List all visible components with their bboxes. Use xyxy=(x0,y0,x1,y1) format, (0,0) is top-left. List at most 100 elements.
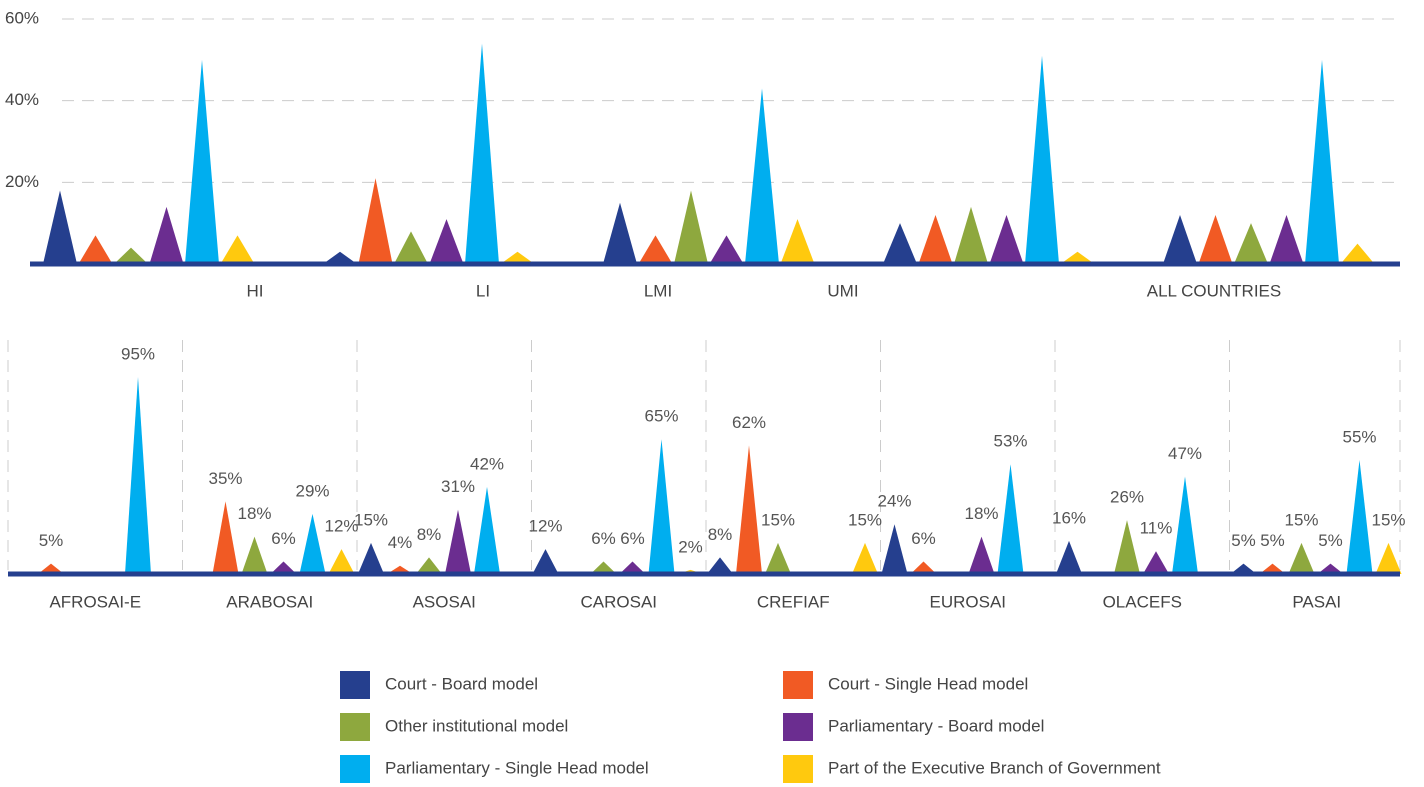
y-tick-label: 20% xyxy=(5,172,39,191)
triangle xyxy=(590,561,617,574)
y-tick-label: 60% xyxy=(5,8,39,27)
triangle xyxy=(429,219,464,264)
data-label: 26% xyxy=(1110,488,1144,507)
triangle xyxy=(1163,215,1197,264)
triangle xyxy=(38,563,64,574)
triangle xyxy=(1230,563,1257,574)
triangle xyxy=(299,513,326,574)
legend-swatch xyxy=(340,671,370,699)
triangle xyxy=(1259,563,1286,574)
triangle xyxy=(1143,551,1169,574)
data-label: 55% xyxy=(1342,427,1376,446)
triangle xyxy=(1346,459,1373,574)
triangle xyxy=(910,561,937,574)
data-label: 16% xyxy=(1052,508,1086,527)
legend-swatch xyxy=(783,755,813,783)
triangle xyxy=(1317,563,1344,574)
triangle xyxy=(1060,251,1095,264)
triangle xyxy=(358,542,384,574)
triangle xyxy=(883,223,917,264)
data-label: 35% xyxy=(208,469,242,488)
legend-label: Parliamentary - Single Head model xyxy=(385,758,649,777)
x-tick-label: CAROSAI xyxy=(580,592,657,611)
x-tick-label: OLACEFS xyxy=(1103,592,1182,611)
data-label: 65% xyxy=(644,407,678,426)
triangle xyxy=(780,219,815,264)
triangle xyxy=(745,88,779,265)
legend-swatch xyxy=(783,671,813,699)
x-tick-label: LI xyxy=(476,281,490,300)
triangle xyxy=(736,445,762,574)
triangle xyxy=(709,235,744,264)
triangle xyxy=(707,557,733,574)
triangle xyxy=(185,59,219,265)
data-label: 2% xyxy=(678,537,703,556)
triangle xyxy=(358,178,393,264)
triangle xyxy=(954,206,988,264)
triangle xyxy=(474,486,500,574)
triangle xyxy=(1288,542,1315,574)
x-tick-label: ARABOSAI xyxy=(226,592,313,611)
triangle xyxy=(241,536,268,574)
data-label: 53% xyxy=(993,432,1027,451)
triangle xyxy=(638,235,673,264)
x-tick-label: CREFIAF xyxy=(757,592,830,611)
data-label: 47% xyxy=(1168,444,1202,463)
x-tick-label: LMI xyxy=(644,281,672,300)
triangle xyxy=(500,251,535,264)
data-label: 8% xyxy=(417,525,442,544)
triangle xyxy=(270,561,297,574)
data-label: 4% xyxy=(388,533,413,552)
data-label: 29% xyxy=(295,481,329,500)
triangle xyxy=(989,215,1024,264)
triangle xyxy=(445,509,471,574)
triangle xyxy=(1234,223,1268,264)
triangle xyxy=(323,251,357,264)
triangle xyxy=(1340,243,1375,264)
x-tick-label: UMI xyxy=(827,281,858,300)
triangle xyxy=(532,549,559,574)
data-label: 11% xyxy=(1140,519,1173,538)
legend-label: Parliamentary - Board model xyxy=(828,716,1044,735)
data-label: 12% xyxy=(324,517,358,536)
triangle xyxy=(149,206,184,264)
x-tick-label: PASAI xyxy=(1292,592,1341,611)
data-label: 31% xyxy=(441,477,475,496)
triangle xyxy=(918,215,953,264)
data-label: 5% xyxy=(39,531,64,550)
x-tick-label: HI xyxy=(247,281,264,300)
data-label: 15% xyxy=(1284,510,1318,529)
data-label: 5% xyxy=(1260,531,1285,550)
triangle xyxy=(852,542,878,574)
triangle xyxy=(78,235,113,264)
triangle xyxy=(1375,542,1402,574)
triangle xyxy=(881,524,908,574)
triangle xyxy=(416,557,442,574)
triangle xyxy=(603,202,637,264)
triangle xyxy=(1305,59,1339,265)
triangle xyxy=(394,231,428,264)
triangle xyxy=(125,377,151,574)
data-label: 5% xyxy=(1231,531,1256,550)
data-label: 12% xyxy=(528,517,562,536)
legend-label: Court - Board model xyxy=(385,674,538,693)
legend-label: Part of the Executive Branch of Governme… xyxy=(828,758,1161,777)
data-label: 24% xyxy=(877,492,911,511)
legend-swatch xyxy=(340,755,370,783)
triangle xyxy=(465,43,499,264)
x-tick-label: ASOSAI xyxy=(413,592,476,611)
legend-swatch xyxy=(783,713,813,741)
data-label: 42% xyxy=(470,454,504,473)
triangle xyxy=(997,464,1024,574)
triangle xyxy=(1172,476,1198,574)
data-label: 6% xyxy=(620,529,645,548)
triangle xyxy=(1025,55,1059,264)
triangle xyxy=(1056,540,1082,574)
data-label: 6% xyxy=(271,529,296,548)
triangle xyxy=(1269,215,1304,264)
x-tick-label: AFROSAI-E xyxy=(49,592,141,611)
data-label: 18% xyxy=(237,504,271,523)
triangle xyxy=(968,536,995,574)
x-tick-label: ALL COUNTRIES xyxy=(1147,281,1281,300)
